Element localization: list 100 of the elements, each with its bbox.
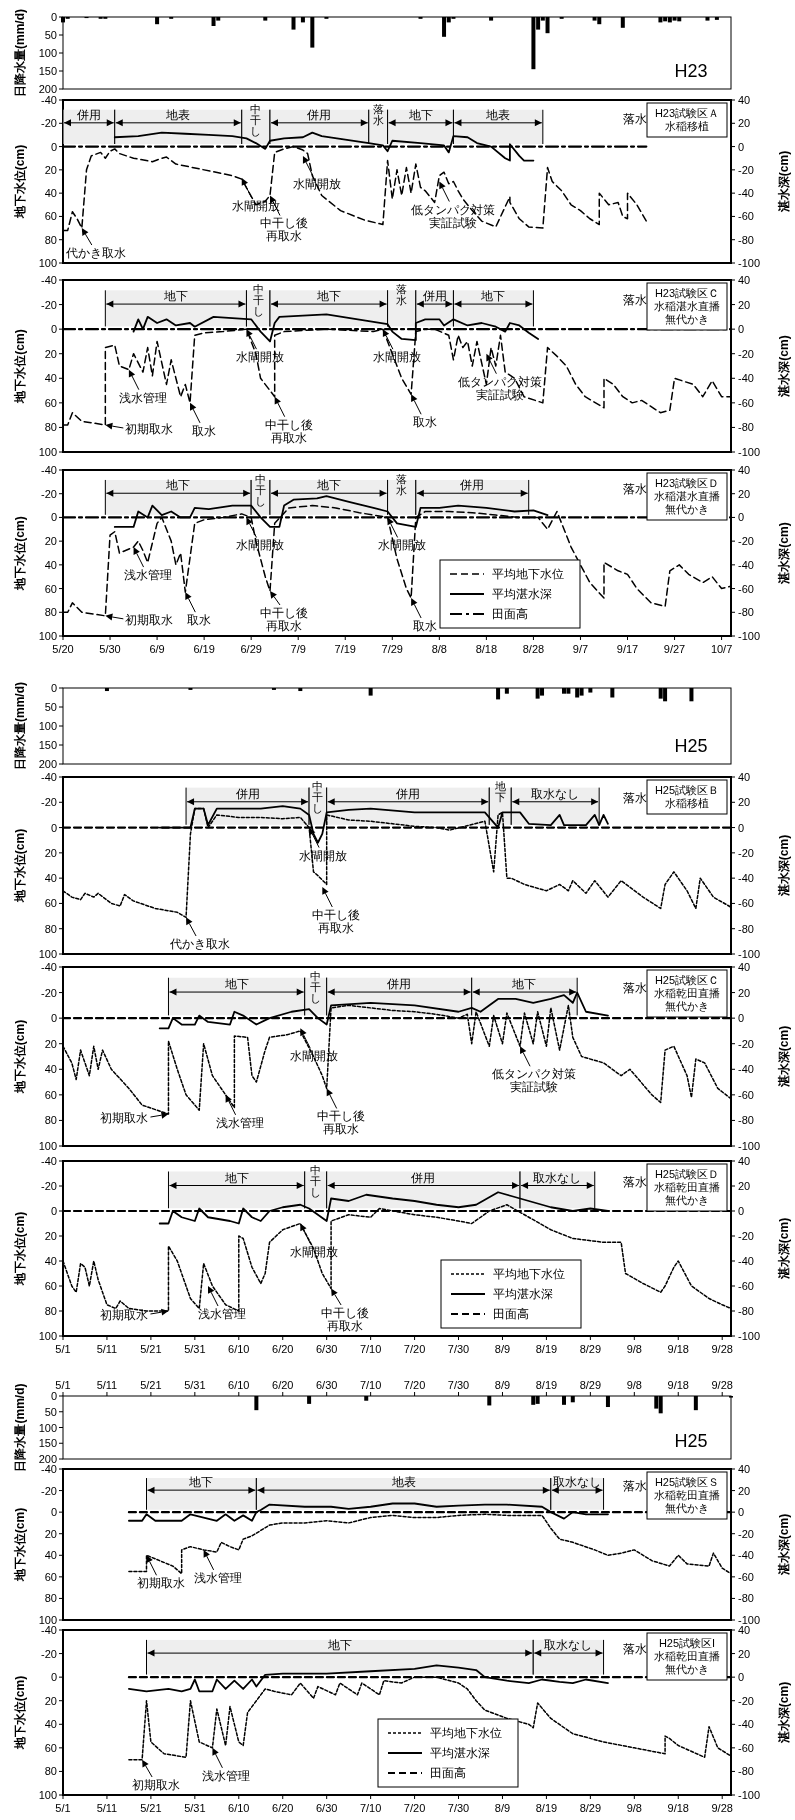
y-tick-label: 0: [50, 1390, 57, 1402]
band-label: 落水: [396, 473, 408, 496]
annotation: 落水: [623, 790, 647, 805]
x-tick-label: 8/28: [522, 643, 545, 655]
x-tick-label: 6/9: [149, 643, 165, 655]
y-tick-label: 150: [38, 739, 57, 751]
y-tick-label: -40: [41, 94, 57, 106]
x-tick-label: 8/19: [535, 1343, 558, 1355]
y2-tick-label: -20: [738, 1694, 754, 1707]
annotation: 低タンパク対策実証試験: [411, 202, 496, 230]
annotation: 低タンパク対策実証試験: [492, 1067, 577, 1095]
y2-tick-label: -40: [738, 1255, 754, 1267]
x-tick-label: 7/9: [290, 643, 306, 655]
y2-tick-label: 20: [738, 1647, 751, 1660]
y-axis-title: 日降水量(mm/d): [13, 682, 27, 770]
band-label: 地下: [480, 289, 506, 304]
y-tick-label: 150: [38, 65, 57, 77]
annotation: 中干し後再取水: [312, 907, 361, 935]
y-tick-label: -20: [41, 1647, 57, 1660]
x-tick-label: 6/20: [272, 1802, 294, 1814]
annotation: 中干し後再取水: [264, 417, 313, 445]
band-label: 中干し: [310, 970, 322, 1004]
x-tick-label: 7/30: [447, 1802, 470, 1814]
y-tick-label: 100: [38, 720, 57, 732]
y-tick-label: 100: [38, 630, 57, 642]
y2-tick-label: -100: [738, 1140, 761, 1152]
y-tick-label: 80: [44, 1765, 57, 1778]
band-label: 地表: [390, 1475, 416, 1490]
y2-tick-label: -60: [738, 1280, 754, 1292]
annotation: 浅水管理: [193, 1570, 242, 1585]
y-tick-label: 100: [38, 446, 57, 458]
y2-tick-label: 20: [738, 1484, 751, 1497]
y-tick-label: 60: [44, 1570, 57, 1583]
y-tick-label: 20: [44, 1527, 57, 1540]
band-label: 取水なし: [531, 786, 580, 801]
annotation: 浅水管理: [118, 390, 167, 405]
annotation: 水閘開放: [236, 538, 285, 553]
y-tick-label: 0: [50, 140, 57, 153]
band-label: 併用: [234, 786, 260, 801]
annotation: 低タンパク対策実証試験: [458, 374, 543, 402]
text: H23試験区Ｄ: [654, 477, 720, 489]
legend-label: 田面高: [492, 607, 528, 621]
y2-axis-title: 湛水深(cm): [777, 1681, 791, 1745]
legend-label: 平均湛水深: [430, 1746, 490, 1760]
y-tick-label: 150: [38, 1437, 57, 1450]
annotation: 取水: [413, 619, 438, 633]
y-tick-label: -20: [41, 298, 57, 311]
y2-tick-label: 0: [738, 1506, 745, 1519]
text: H25試験区I: [658, 1637, 716, 1649]
y2-tick-label: 20: [738, 796, 751, 809]
y-tick-label: 20: [44, 535, 57, 548]
y2-tick-label: 20: [738, 1180, 751, 1192]
y-tick-label: 100: [38, 1140, 57, 1152]
band-label: 併用: [306, 107, 332, 122]
y2-tick-label: -100: [738, 1614, 761, 1626]
y-tick-label: -40: [41, 961, 57, 973]
x-tick-label: 9/18: [667, 1379, 689, 1391]
x-tick-label: 8/9: [494, 1379, 511, 1391]
y2-tick-label: -100: [738, 1789, 761, 1801]
legend-label: 田面高: [493, 1307, 529, 1321]
y-axis-title: 地下水位(cm): [13, 828, 27, 904]
y2-tick-label: -100: [738, 630, 761, 642]
y2-tick-label: 40: [738, 1624, 751, 1636]
x-tick-label: 5/1: [55, 1802, 71, 1814]
band-label: 中干し: [310, 1164, 322, 1198]
x-tick-label: 9/18: [667, 1802, 689, 1814]
y-tick-label: 100: [38, 1789, 57, 1801]
y2-tick-label: -60: [738, 210, 754, 223]
annotation: 中干し後再取水: [316, 1109, 365, 1137]
y-tick-label: -40: [41, 1155, 57, 1167]
text: H23試験区Ｃ: [654, 287, 720, 299]
y2-tick-label: -20: [738, 846, 754, 859]
y-tick-label: 60: [44, 1741, 57, 1754]
y2-tick-label: -80: [738, 421, 754, 434]
x-tick-label: 9/8: [626, 1802, 642, 1814]
y-tick-label: 40: [44, 1255, 57, 1267]
y2-tick-label: 0: [738, 1012, 745, 1025]
x-tick-label: 5/20: [52, 643, 74, 655]
text: 水稲湛水直播無代かき: [654, 490, 720, 515]
x-tick-label: 8/9: [494, 1343, 511, 1355]
y-tick-label: 100: [38, 1330, 57, 1342]
y2-tick-label: -80: [738, 606, 754, 619]
x-tick-label: 5/11: [96, 1379, 118, 1391]
band-label: 地下: [511, 977, 537, 992]
y2-tick-label: -60: [738, 396, 754, 409]
y2-tick-label: -60: [738, 1088, 754, 1101]
band-label: 取水なし: [544, 1638, 593, 1653]
band-label: 併用: [459, 478, 485, 493]
band-label: 取水なし: [533, 1170, 582, 1185]
annotation: 初期取水: [125, 421, 174, 436]
x-tick-label: 5/30: [99, 643, 121, 655]
band-label: 地下: [162, 289, 188, 304]
y2-tick-label: -40: [738, 1718, 754, 1731]
x-tick-label: 7/20: [403, 1379, 426, 1391]
y-tick-label: 20: [44, 1037, 57, 1050]
x-tick-label: 5/21: [140, 1379, 162, 1391]
y-tick-label: 40: [44, 372, 57, 385]
x-tick-label: 5/1: [55, 1343, 71, 1355]
annotation: 代かき取水: [169, 937, 231, 951]
y-tick-label: -20: [41, 796, 57, 809]
